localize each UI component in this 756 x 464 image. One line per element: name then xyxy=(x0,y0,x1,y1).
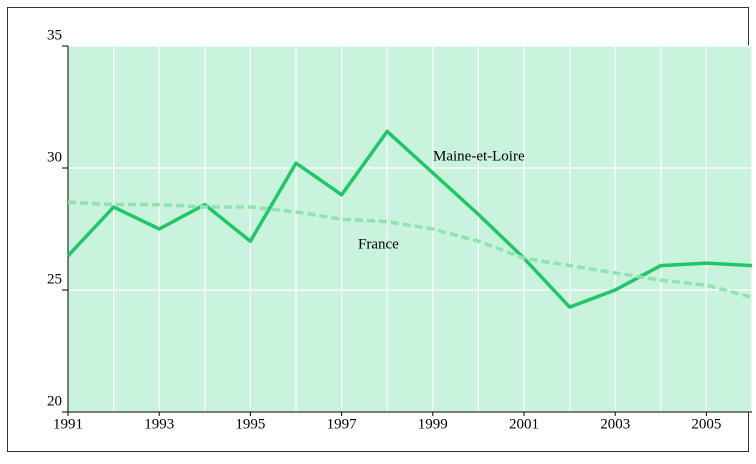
x-tick-label: 1999 xyxy=(418,416,448,432)
x-tick-label: 1991 xyxy=(53,416,83,432)
plot-area xyxy=(68,46,752,412)
x-tick-label: 2003 xyxy=(600,416,630,432)
y-tick-label: 20 xyxy=(47,393,62,409)
y-tick-label: 25 xyxy=(47,271,62,287)
series-label: France xyxy=(358,236,399,252)
x-tick-label: 1993 xyxy=(144,416,174,432)
series-label: Maine-et-Loire xyxy=(433,148,525,164)
series-line xyxy=(67,200,753,300)
x-tick-label: 1995 xyxy=(235,416,265,432)
x-tick-label: 2005 xyxy=(691,416,721,432)
x-tick-label: 2001 xyxy=(509,416,539,432)
y-tick-label: 35 xyxy=(47,27,62,43)
x-tick-label: 1997 xyxy=(327,416,358,432)
y-tick-label: 30 xyxy=(47,149,62,165)
